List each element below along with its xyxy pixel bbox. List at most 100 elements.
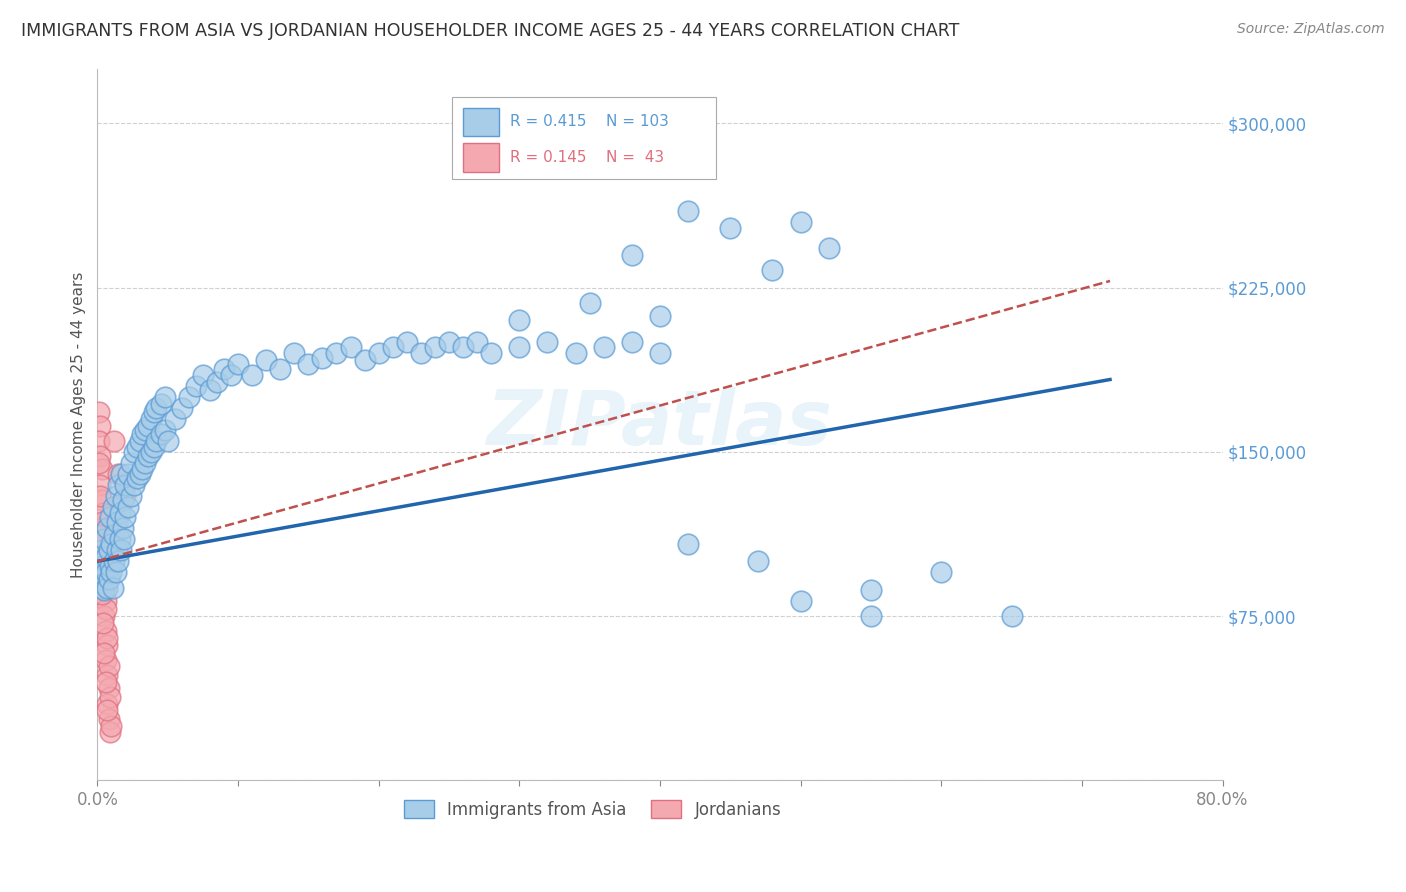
Point — [98, 510, 121, 524]
Point — [149, 396, 172, 410]
Point — [212, 361, 235, 376]
Point — [94, 624, 117, 639]
Point — [103, 528, 125, 542]
Point — [297, 357, 319, 371]
Point — [929, 566, 952, 580]
Point — [142, 405, 165, 419]
Point — [508, 313, 530, 327]
Point — [94, 653, 117, 667]
Point — [91, 558, 114, 573]
Point — [136, 449, 159, 463]
Point — [90, 543, 112, 558]
Point — [648, 346, 671, 360]
Point — [620, 335, 643, 350]
Point — [676, 537, 699, 551]
Point — [89, 554, 111, 568]
Point — [131, 427, 153, 442]
Point — [170, 401, 193, 415]
Point — [578, 296, 600, 310]
Point — [97, 543, 120, 558]
Point — [87, 566, 110, 580]
Point — [381, 340, 404, 354]
Point — [117, 467, 139, 481]
Point — [93, 572, 115, 586]
Point — [90, 581, 112, 595]
Point — [153, 423, 176, 437]
Point — [87, 434, 110, 448]
Point — [111, 521, 134, 535]
Point — [101, 500, 124, 514]
Point — [311, 351, 333, 365]
Point — [1000, 609, 1022, 624]
Point — [89, 558, 111, 573]
Point — [93, 609, 115, 624]
Point — [648, 309, 671, 323]
FancyBboxPatch shape — [463, 108, 499, 136]
Point — [108, 533, 131, 547]
Point — [100, 537, 122, 551]
Point — [94, 566, 117, 580]
Point — [93, 582, 115, 597]
Point — [153, 390, 176, 404]
Point — [219, 368, 242, 383]
Point — [110, 467, 132, 481]
Point — [184, 379, 207, 393]
Point — [98, 558, 121, 573]
Point — [134, 456, 156, 470]
Point — [112, 533, 135, 547]
Point — [98, 690, 121, 704]
Point — [93, 533, 115, 547]
Point — [676, 203, 699, 218]
Point — [859, 582, 882, 597]
Point — [564, 346, 586, 360]
Point — [409, 346, 432, 360]
Point — [423, 340, 446, 354]
Point — [718, 221, 741, 235]
Point — [104, 566, 127, 580]
Point — [96, 703, 118, 717]
Point — [254, 352, 277, 367]
Point — [325, 346, 347, 360]
Point — [110, 543, 132, 558]
Point — [128, 467, 150, 481]
Point — [90, 587, 112, 601]
Point — [339, 340, 361, 354]
Point — [177, 390, 200, 404]
Point — [90, 493, 112, 508]
Point — [120, 489, 142, 503]
Point — [761, 263, 783, 277]
Point — [142, 441, 165, 455]
Point — [98, 725, 121, 739]
Point — [103, 434, 125, 448]
Point — [269, 361, 291, 376]
Point — [89, 477, 111, 491]
Point — [139, 444, 162, 458]
Point — [107, 554, 129, 568]
Point — [592, 340, 614, 354]
Point — [91, 572, 114, 586]
Point — [111, 493, 134, 508]
Point — [114, 510, 136, 524]
Point — [125, 471, 148, 485]
Point — [240, 368, 263, 383]
Point — [91, 537, 114, 551]
Point — [191, 368, 214, 383]
Point — [97, 681, 120, 696]
Point — [101, 581, 124, 595]
Point — [94, 549, 117, 564]
Point — [125, 441, 148, 455]
Point — [451, 340, 474, 354]
Point — [91, 506, 114, 520]
Point — [91, 543, 114, 558]
Point — [145, 434, 167, 448]
Point — [90, 515, 112, 529]
Point — [96, 638, 118, 652]
Point — [96, 581, 118, 595]
Point — [114, 489, 136, 503]
Point — [90, 462, 112, 476]
Point — [87, 528, 110, 542]
Point — [87, 456, 110, 470]
Point — [131, 462, 153, 476]
Point — [93, 549, 115, 564]
Point — [149, 427, 172, 442]
